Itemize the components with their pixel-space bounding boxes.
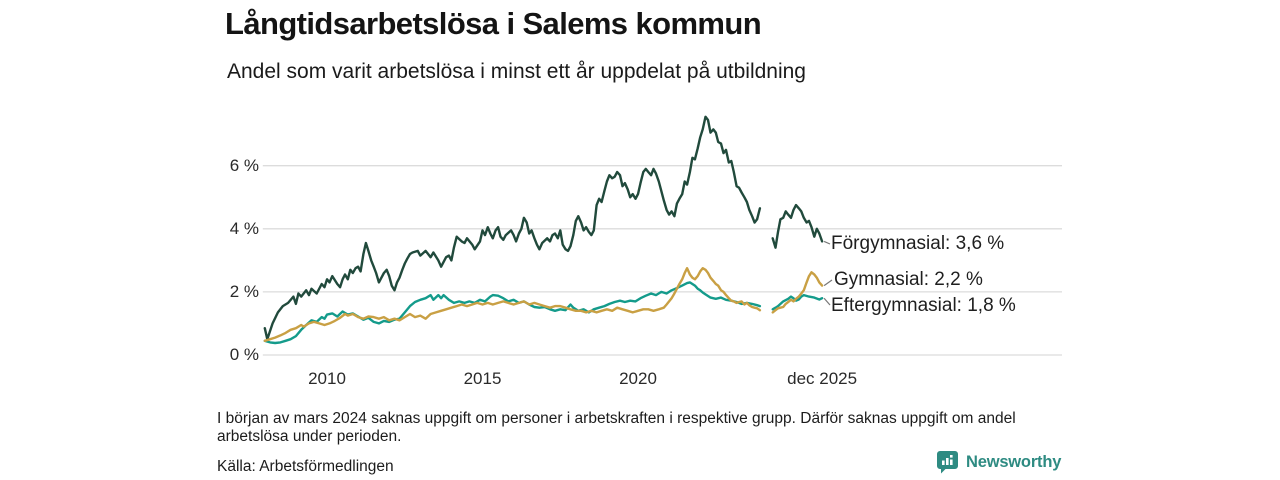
x-tick-label: 2010 (308, 369, 346, 388)
label-connector (823, 279, 833, 287)
newsworthy-speech-bubble-chart-icon (936, 450, 959, 474)
series-label-eftergymnasial: Eftergymnasial: 1,8 % (831, 295, 1016, 316)
y-tick-label: 0 % (229, 345, 259, 364)
y-tick-label: 2 % (229, 281, 259, 301)
y-tick-label: 4 % (229, 218, 259, 238)
footnote-text: I början av mars 2024 saknas uppgift om … (217, 410, 1016, 445)
series-line-förgymnasial (771, 203, 824, 249)
newsworthy-logo[interactable]: Newsworthy (936, 450, 1061, 474)
x-tick-label: 2015 (463, 369, 502, 388)
series-line-gymnasial (771, 271, 824, 314)
label-connector (823, 297, 831, 306)
series-label-forgymnasial: Förgymnasial: 3,6 % (831, 233, 1005, 254)
chart-subtitle: Andel som varit arbetslösa i minst ett å… (227, 60, 806, 83)
label-connector (823, 240, 831, 245)
chart-title: Långtidsarbetslösa i Salems kommun (225, 6, 762, 41)
source-text: Källa: Arbetsförmedlingen (217, 458, 394, 475)
y-tick-label: 6 % (229, 155, 259, 175)
series-label-gymnasial: Gymnasial: 2,2 % (834, 269, 983, 290)
series-line-eftergymnasial (771, 293, 824, 311)
x-tick-label: 2020 (619, 369, 657, 388)
x-tick-label: dec 2025 (787, 369, 858, 388)
newsworthy-logo-text: Newsworthy (966, 452, 1062, 471)
series-line-gymnasial (263, 267, 762, 342)
series-line-förgymnasial (263, 115, 762, 341)
